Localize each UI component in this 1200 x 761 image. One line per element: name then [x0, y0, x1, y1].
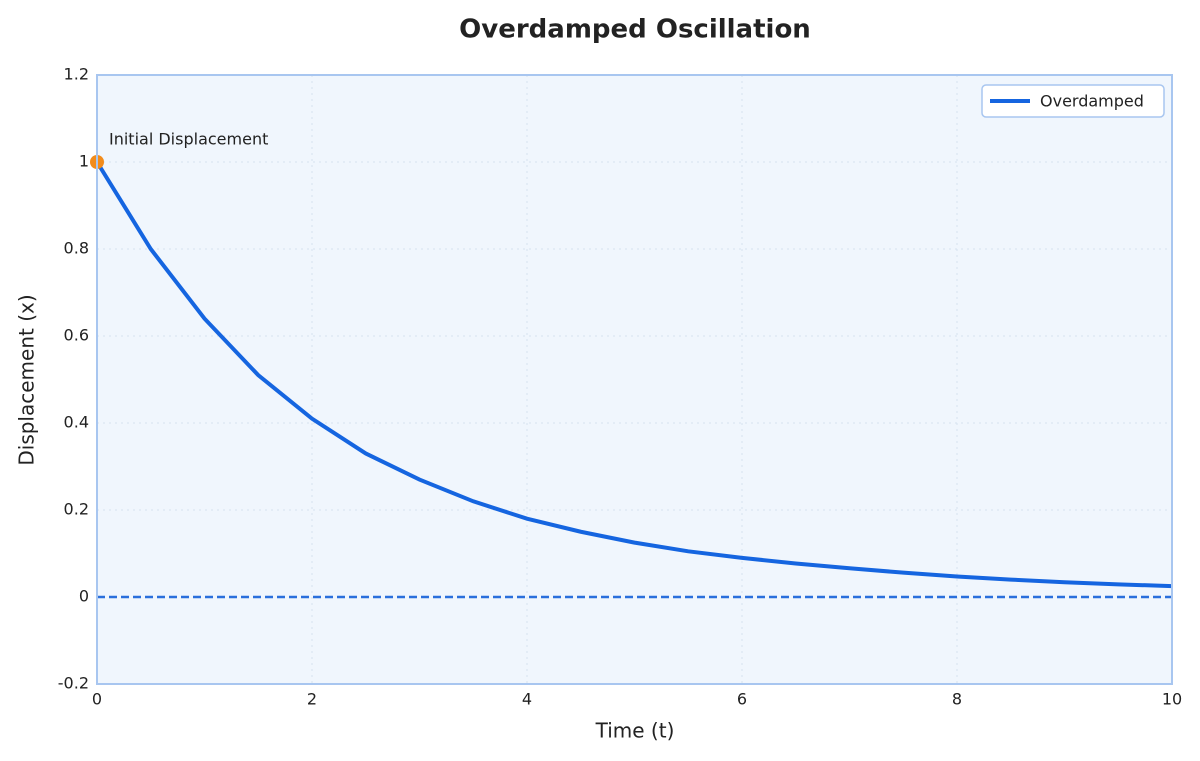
x-tick-label: 10 [1162, 690, 1182, 709]
legend-label: Overdamped [1040, 92, 1144, 111]
y-tick-label: -0.2 [58, 674, 89, 693]
data-line [95, 160, 1173, 589]
annotation-text: Initial Displacement [109, 130, 268, 149]
y-axis-label: Displacement (x) [15, 294, 39, 465]
x-tick-label: 4 [522, 690, 532, 709]
y-tick-label: 0.6 [64, 326, 89, 345]
y-tick-label: 1.2 [64, 65, 89, 84]
y-tick-label: 1 [79, 152, 89, 171]
chart-title: Overdamped Oscillation [459, 15, 811, 45]
plot-area [97, 75, 1172, 684]
plot-border [96, 74, 1173, 685]
y-tick-label: 0 [79, 587, 89, 606]
x-tick-label: 8 [952, 690, 962, 709]
x-tick-label: 6 [737, 690, 747, 709]
y-tick-label: 0.4 [64, 413, 89, 432]
x-axis-label: Time (t) [595, 719, 675, 743]
x-tick-label: 0 [92, 690, 102, 709]
x-tick-label: 2 [307, 690, 317, 709]
y-tick-label: 0.2 [64, 500, 89, 519]
y-tick-label: 0.8 [64, 239, 89, 258]
legend-box [981, 84, 1165, 118]
